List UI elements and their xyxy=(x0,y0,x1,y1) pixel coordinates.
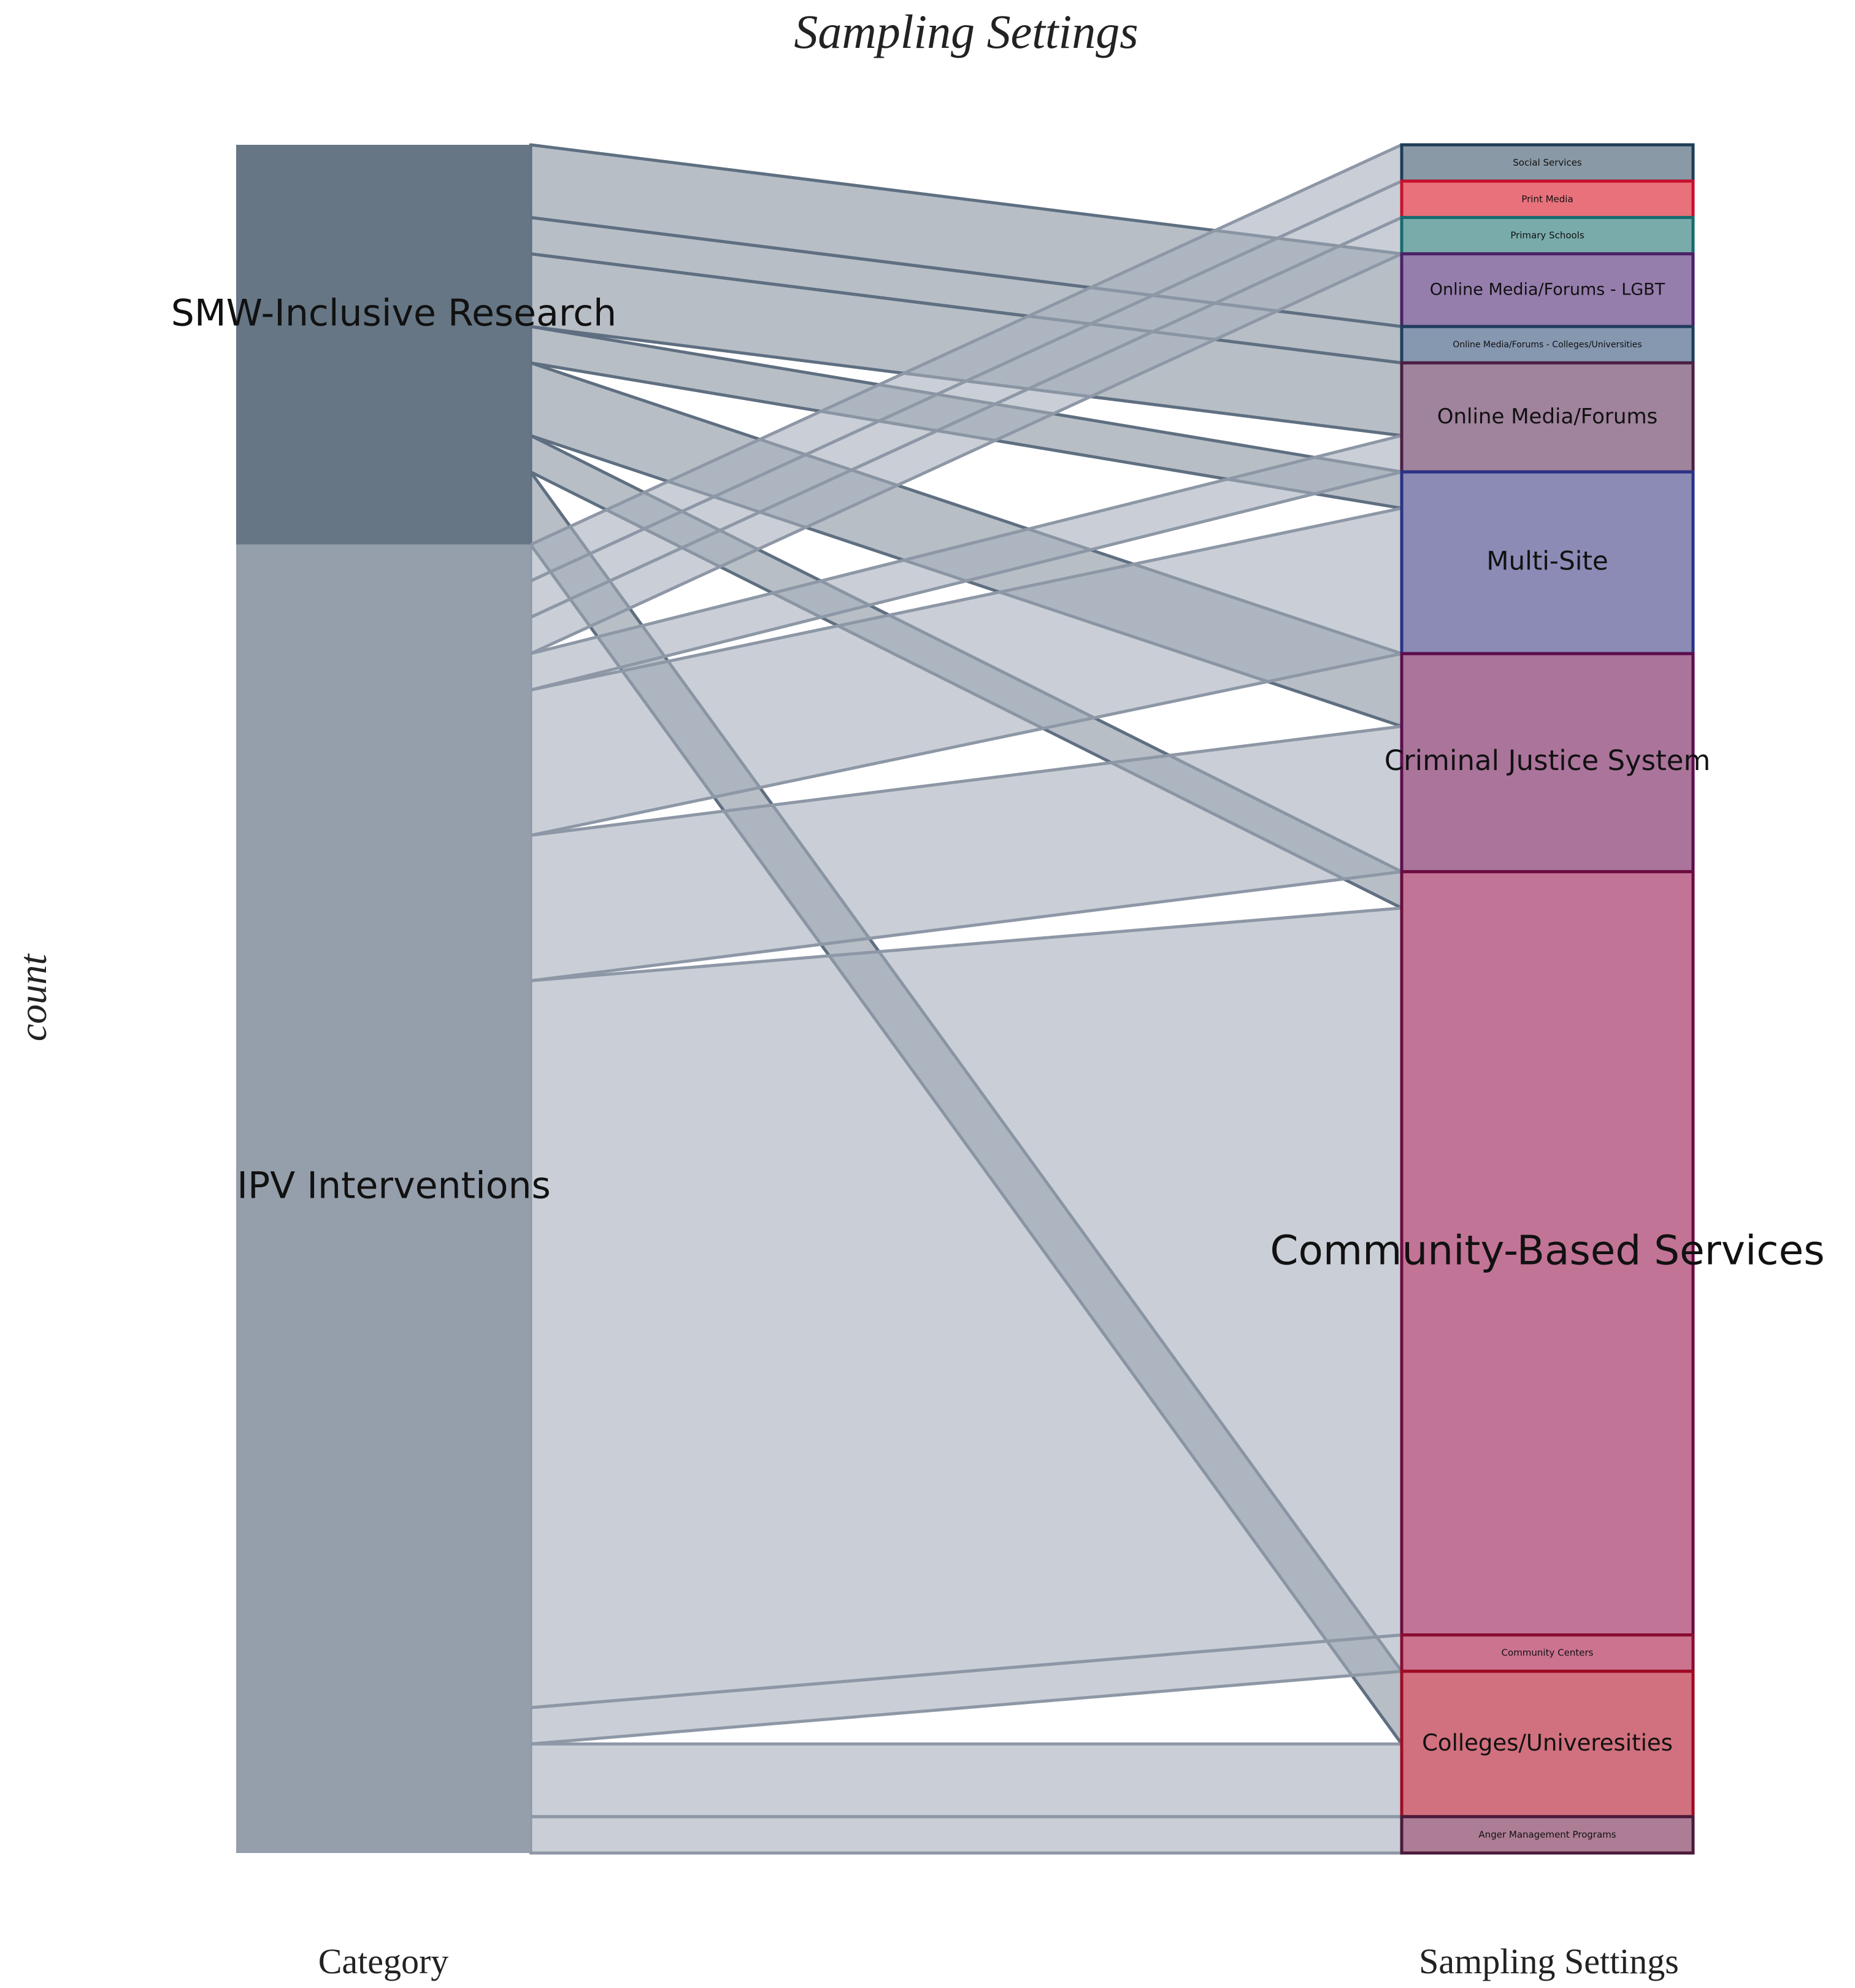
flow-ipv-interventions-to-colleges-univeresities xyxy=(529,1742,1404,1819)
y-axis-label: count xyxy=(11,953,55,1041)
setting-bar-anger-management-programs xyxy=(1400,1815,1695,1855)
setting-label-social-services: Social Services xyxy=(1513,157,1582,168)
flow-ipv-interventions-to-anger-management-programs xyxy=(529,1815,1404,1855)
setting-label-primary-schools: Primary Schools xyxy=(1510,230,1584,241)
setting-label-multi-site: Multi-Site xyxy=(1486,546,1608,576)
setting-bar-colleges-univeresities xyxy=(1400,1670,1695,1819)
nodes-layer: SMW-Inclusive Research IPV Interventions S… xyxy=(171,143,1825,1855)
category-bar-smw-inclusive-research xyxy=(236,145,531,545)
setting-label-anger-management-programs: Anger Management Programs xyxy=(1478,1829,1616,1840)
axis-label-category: Category xyxy=(318,1941,449,1981)
setting-label-print-media: Print Media xyxy=(1521,193,1573,204)
setting-bar-social-services xyxy=(1400,143,1695,183)
category-bar-ipv-interventions xyxy=(236,544,531,1853)
flow-ipv-interventions-to-community-based-services xyxy=(529,906,1404,1709)
setting-bar-print-media xyxy=(1400,179,1695,219)
chart-title: Sampling Settings xyxy=(794,5,1138,58)
category-label-smw-inclusive-research: SMW-Inclusive Research xyxy=(171,291,616,334)
flows-layer xyxy=(529,143,1404,1855)
axis-label-sampling-settings: Sampling Settings xyxy=(1419,1941,1679,1981)
category-label-ipv-interventions: IPV Interventions xyxy=(237,1164,550,1207)
setting-label-colleges-univeresities: Colleges/Univeresities xyxy=(1422,1730,1673,1756)
setting-bar-online-media-forums-lgbt xyxy=(1400,252,1695,328)
setting-label-community-centers: Community Centers xyxy=(1502,1647,1594,1659)
setting-label-online-media-forums-lgbt: Online Media/Forums - LGBT xyxy=(1430,280,1665,299)
setting-label-online-media-forums: Online Media/Forums xyxy=(1437,404,1658,429)
setting-bar-community-based-services xyxy=(1400,870,1695,1637)
setting-bar-online-media-forums xyxy=(1400,361,1695,474)
setting-label-community-based-services: Community-Based Services xyxy=(1270,1227,1824,1274)
setting-label-online-media-forums-colleges-universities: Online Media/Forums - Colleges/Universit… xyxy=(1453,340,1642,350)
setting-bar-criminal-justice-system xyxy=(1400,652,1695,874)
setting-label-criminal-justice-system: Criminal Justice System xyxy=(1385,744,1711,777)
